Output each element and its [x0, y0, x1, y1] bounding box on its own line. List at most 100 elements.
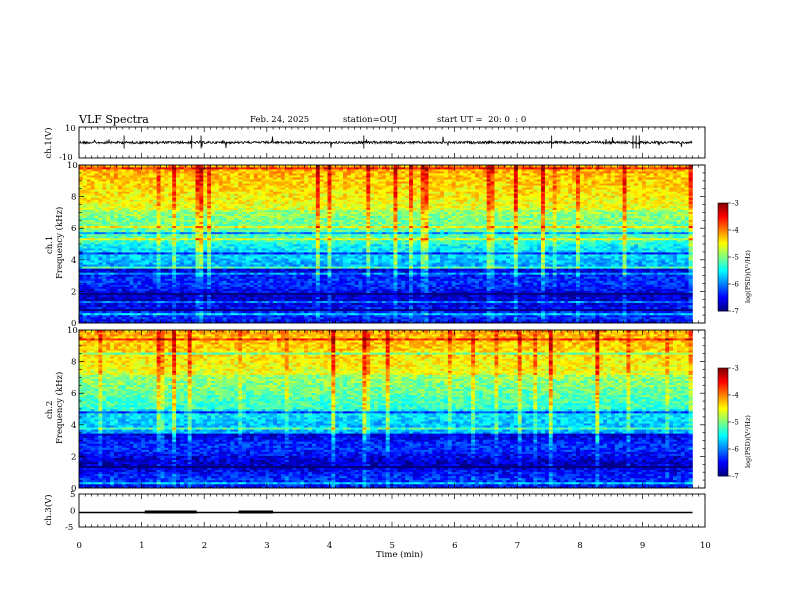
spectrogram-cell — [653, 318, 658, 322]
spectrogram-cell — [478, 288, 484, 291]
spectrogram-cell — [370, 302, 375, 306]
spectrogram-cell — [191, 274, 196, 277]
spectrogram-cell — [614, 286, 619, 289]
spectrogram-cell — [509, 302, 515, 306]
spectrogram-cell — [370, 294, 375, 297]
spectrogram-cell — [265, 316, 270, 320]
spectrogram-cell — [409, 266, 414, 269]
spectrogram-cell — [661, 318, 666, 322]
spectrogram-cell — [230, 314, 235, 318]
spectrogram-cell — [214, 270, 220, 273]
spectrogram-cell — [327, 270, 332, 273]
spectrogram-cell — [420, 268, 425, 271]
spectrogram-cell — [327, 290, 332, 293]
spectrogram-cell — [79, 296, 84, 299]
spectrogram-cell — [645, 264, 651, 267]
spectrogram-cell — [529, 278, 534, 281]
spectrogram-cell — [552, 284, 557, 287]
figure-title: VLF Spectra — [79, 113, 149, 126]
spectrogram-cell — [113, 266, 119, 269]
spectrogram-cell — [521, 288, 526, 291]
spectrogram-cell — [242, 294, 247, 297]
spectrogram-cell — [591, 304, 596, 308]
spectrogram-cell — [428, 272, 433, 275]
spectrogram-cell — [300, 300, 305, 304]
spectrogram-cell — [513, 288, 519, 291]
spectrogram-cell — [346, 316, 352, 320]
spectrogram-cell — [494, 268, 499, 271]
spectrogram-cell — [490, 300, 495, 304]
spectrogram-cell — [572, 280, 577, 283]
spectrogram-cell — [455, 280, 460, 283]
spectrogram-cell — [436, 298, 441, 302]
spectrogram-cell — [203, 270, 208, 273]
spectrogram-cell — [649, 318, 654, 322]
spectrogram-cell — [242, 290, 247, 293]
spectrogram-cell — [191, 308, 196, 312]
spectrogram-cell — [164, 282, 169, 285]
spectrogram-cell — [673, 306, 678, 310]
spectrogram-cell — [245, 302, 251, 306]
spectrogram-cell — [79, 268, 84, 271]
spectrogram-cell — [579, 296, 585, 299]
spectrogram-cell — [381, 272, 387, 275]
spectrogram-cell — [106, 262, 111, 265]
spectrogram-cell — [432, 272, 437, 275]
spectrogram-cell — [133, 266, 138, 269]
spectrogram-cell — [335, 304, 340, 308]
spectrogram-cell — [626, 320, 631, 324]
spectrogram-cell — [494, 294, 499, 297]
spectrogram-cell — [684, 282, 689, 285]
spectrogram-cell — [152, 292, 157, 295]
spectrogram-cell — [257, 318, 262, 322]
spectrogram-cell — [610, 306, 616, 310]
spectrogram-cell — [195, 302, 200, 306]
spectrogram-cell — [261, 286, 266, 289]
spectrogram-cell — [614, 262, 619, 265]
spectrogram-cell — [292, 280, 297, 283]
spectrogram-cell — [436, 286, 441, 289]
spectrogram-cell — [191, 276, 196, 279]
spectrogram-cell — [482, 310, 487, 314]
spectrogram-cell — [443, 308, 449, 312]
spectrogram-cell — [599, 278, 604, 281]
spectrogram-cell — [362, 308, 367, 312]
spectrogram-cell — [572, 284, 577, 287]
spectrogram-cell — [657, 276, 662, 279]
spectrogram-cell — [680, 316, 686, 320]
spectrogram-cell — [564, 310, 569, 314]
spectrogram-cell — [129, 260, 134, 263]
spectrogram-cell — [673, 300, 678, 304]
spectrogram-cell — [676, 288, 682, 291]
spectrogram-cell — [688, 316, 693, 320]
spectrogram-cell — [684, 302, 689, 306]
spectrogram-cell — [416, 304, 421, 308]
spectrogram-cell — [214, 272, 220, 275]
spectrogram-cell — [152, 276, 157, 279]
spectrogram-cell — [583, 296, 588, 299]
spectrogram-cell — [199, 264, 204, 267]
figure-date: Feb. 24, 2025 — [250, 115, 309, 125]
spectrogram-cell — [506, 288, 511, 291]
spectrogram-cell — [121, 318, 126, 322]
spectrogram-cell — [556, 276, 561, 279]
spectrogram-cell — [556, 274, 561, 277]
spectrogram-cell — [117, 304, 123, 308]
spectrogram-cell — [377, 262, 383, 265]
spectrogram-cell — [440, 282, 445, 285]
spectrogram-cell — [110, 310, 115, 314]
spectrogram-cell — [335, 290, 340, 293]
spectrogram-cell — [168, 280, 173, 283]
spectrogram-cell — [436, 320, 441, 324]
spectrogram-cell — [226, 264, 231, 267]
spectrogram-cell — [688, 304, 693, 308]
spectrogram-cell — [308, 286, 313, 289]
spectrogram-cell — [183, 280, 189, 283]
spectrogram-cell — [482, 320, 487, 324]
spectrogram-cell — [618, 318, 623, 322]
spectrogram-cell — [82, 274, 88, 277]
spectrogram-cell — [642, 268, 647, 271]
spectrogram-cell — [141, 318, 146, 322]
spectrogram-cell — [490, 264, 495, 267]
spectrogram-cell — [447, 270, 453, 273]
